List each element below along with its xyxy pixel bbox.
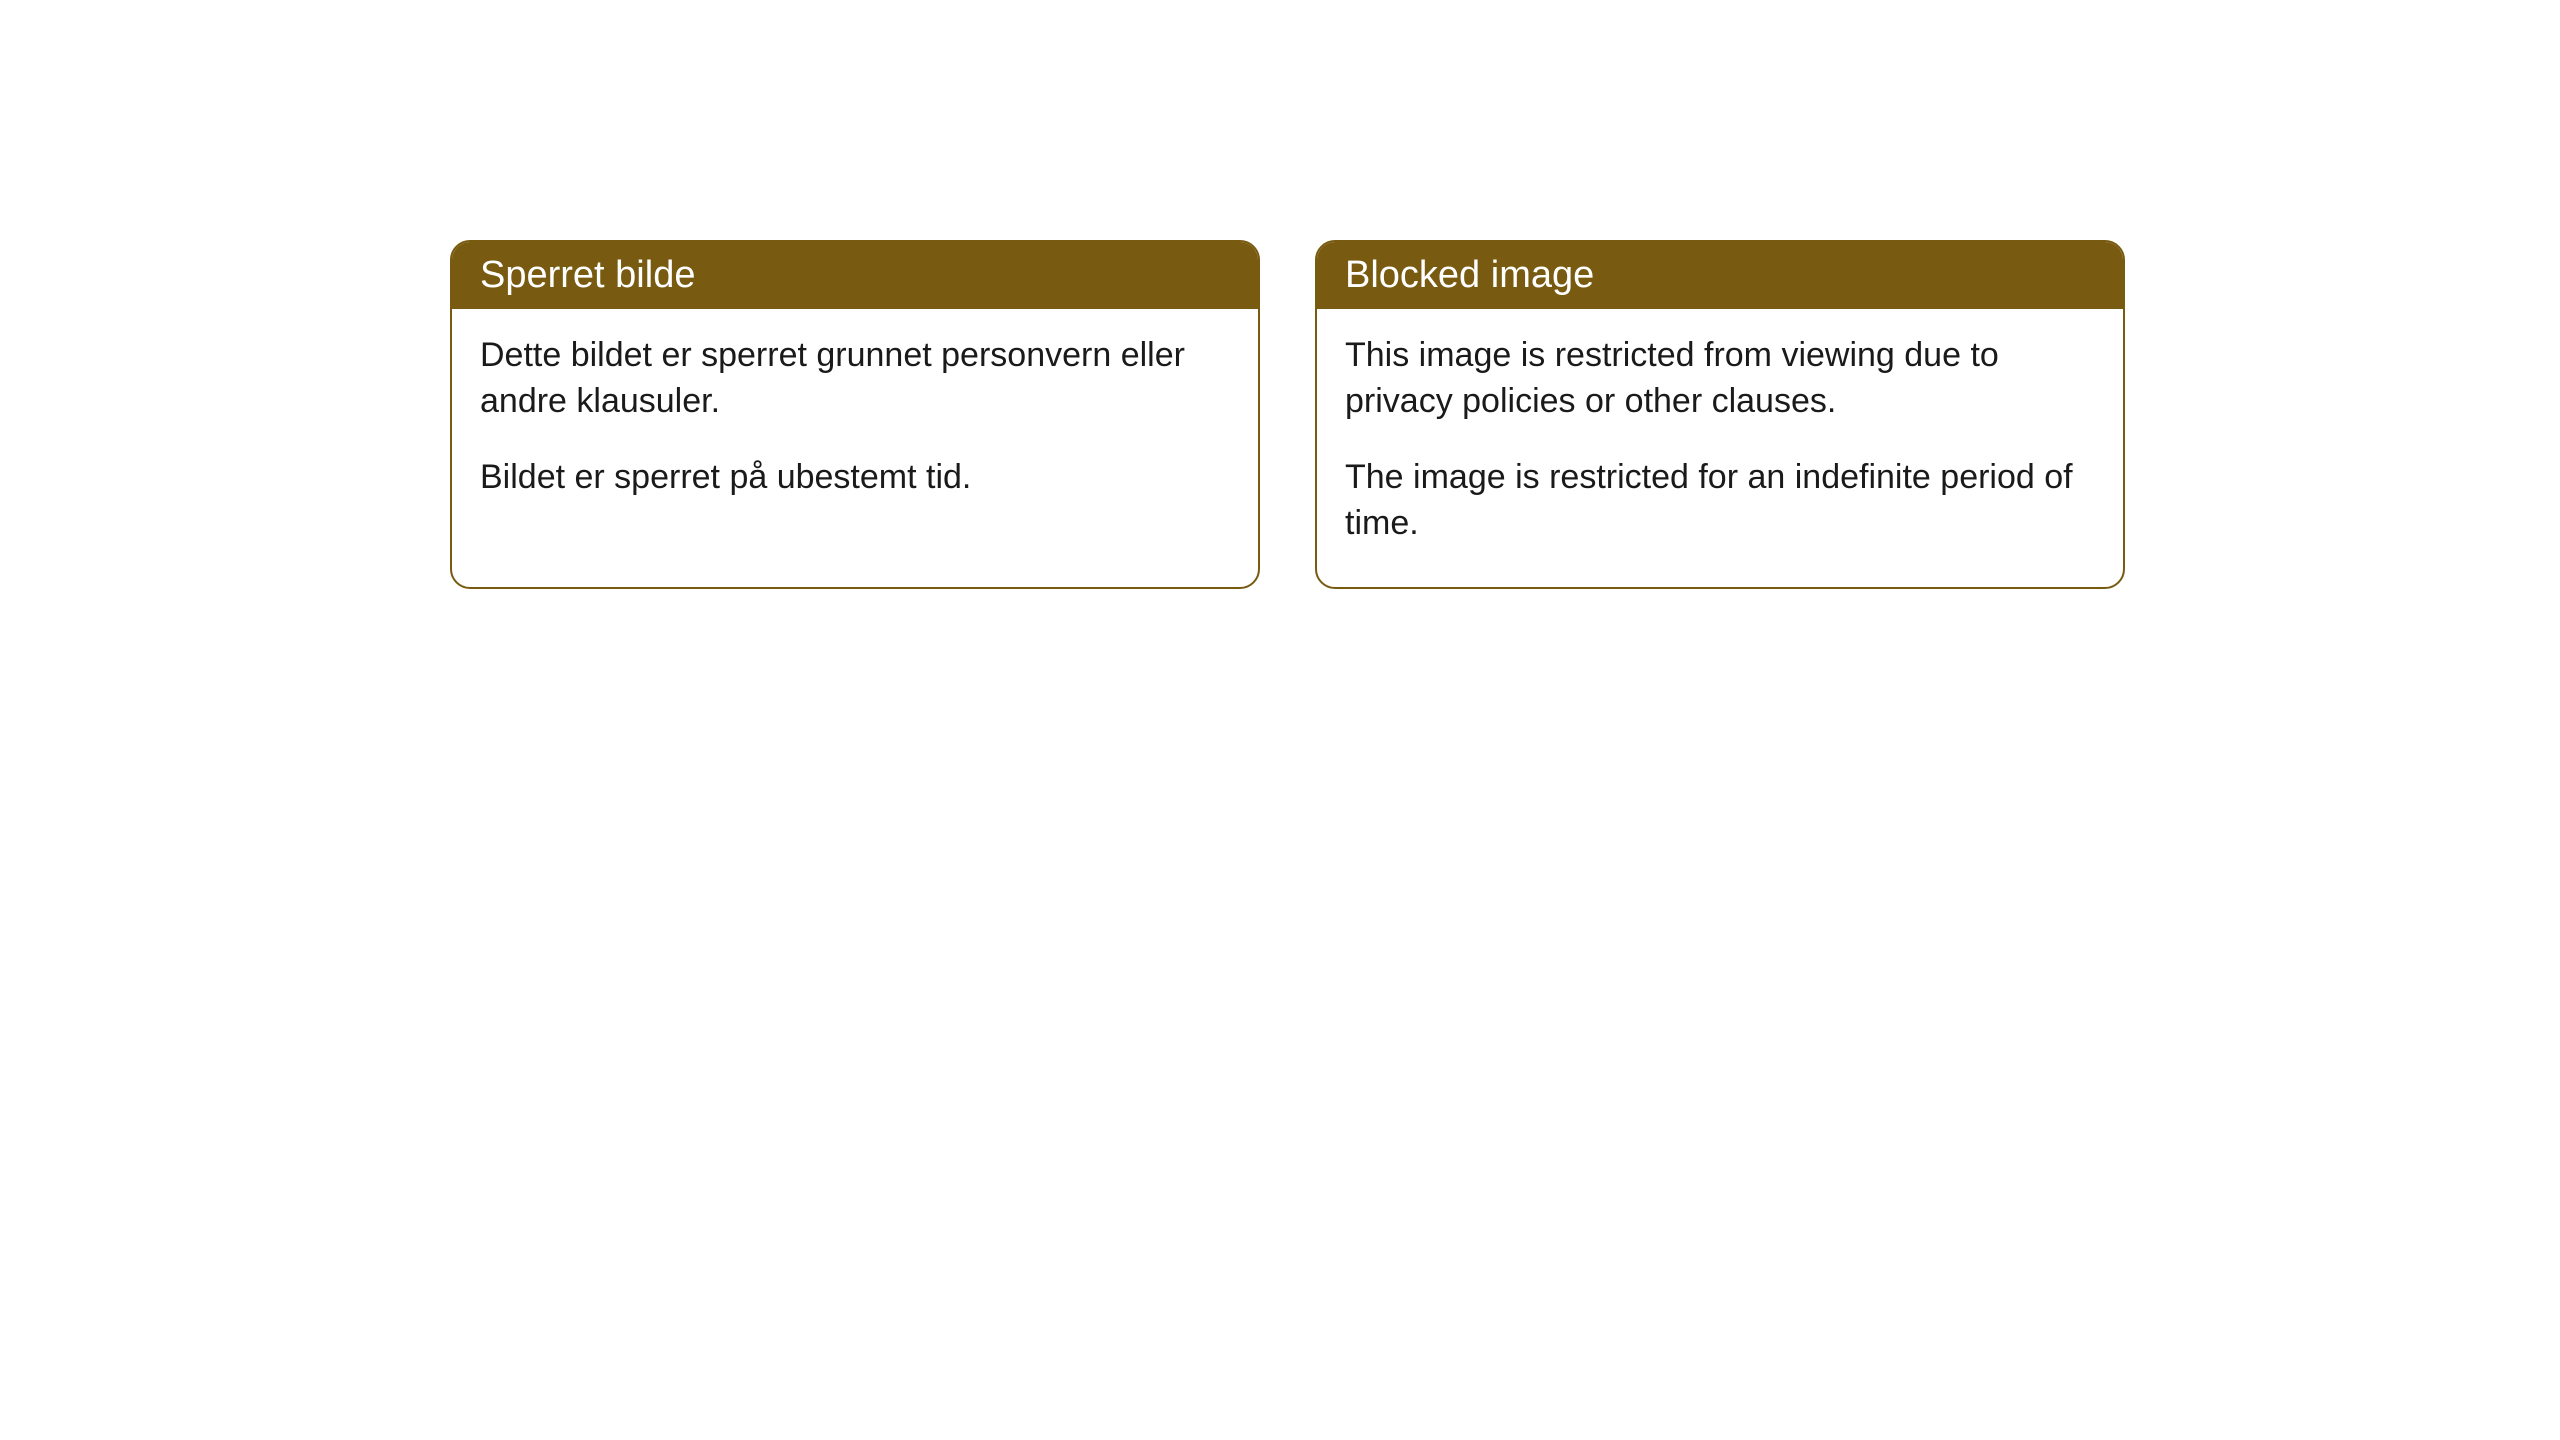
card-body-english: This image is restricted from viewing du…: [1317, 309, 2123, 587]
card-paragraph-2: The image is restricted for an indefinit…: [1345, 455, 2095, 547]
card-title-norwegian: Sperret bilde: [452, 242, 1258, 309]
card-title-english: Blocked image: [1317, 242, 2123, 309]
card-english: Blocked image This image is restricted f…: [1315, 240, 2125, 589]
card-norwegian: Sperret bilde Dette bildet er sperret gr…: [450, 240, 1260, 589]
card-paragraph-1: Dette bildet er sperret grunnet personve…: [480, 333, 1230, 425]
card-paragraph-1: This image is restricted from viewing du…: [1345, 333, 2095, 425]
card-paragraph-2: Bildet er sperret på ubestemt tid.: [480, 455, 1230, 501]
cards-container: Sperret bilde Dette bildet er sperret gr…: [0, 0, 2560, 589]
card-body-norwegian: Dette bildet er sperret grunnet personve…: [452, 309, 1258, 541]
